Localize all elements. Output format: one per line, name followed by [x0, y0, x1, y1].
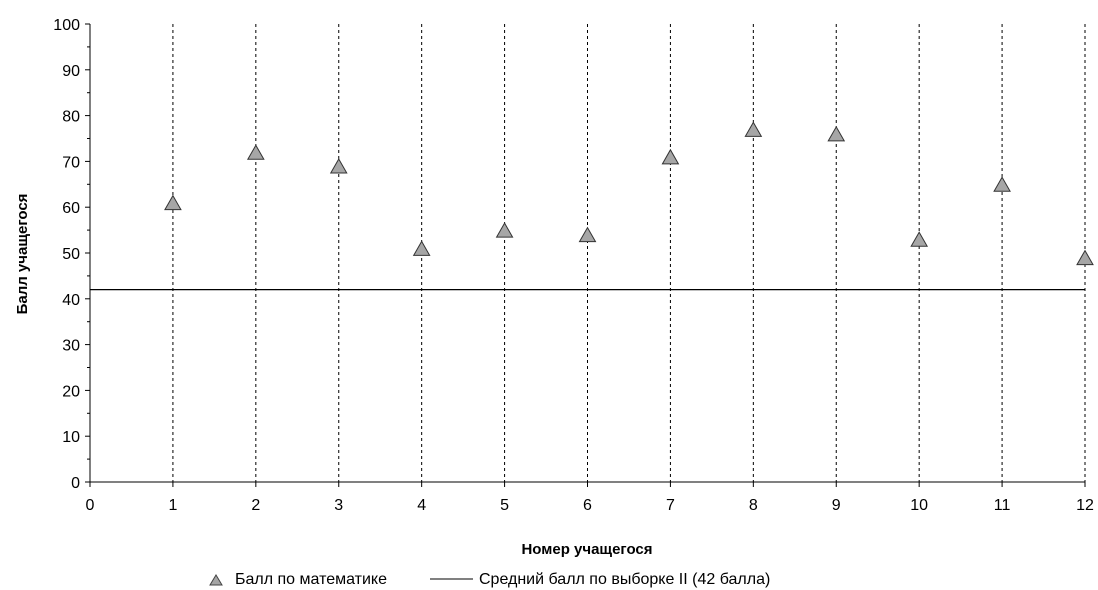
vertical-gridlines [172, 24, 1086, 482]
x-tick-label: 10 [910, 497, 928, 514]
x-tick-label: 5 [500, 497, 509, 514]
data-point-triangle [578, 226, 597, 243]
data-point-triangle [1076, 249, 1094, 266]
y-tick-label: 40 [62, 292, 80, 309]
data-series [90, 121, 1094, 291]
x-tick-label: 7 [666, 497, 675, 514]
y-tick-label: 50 [62, 246, 80, 263]
x-tick-label: 8 [749, 497, 758, 514]
x-tick-label: 1 [168, 497, 177, 514]
legend-label-scores: Балл по математике [235, 571, 387, 588]
data-point-triangle [412, 240, 431, 256]
y-tick-label: 100 [53, 17, 80, 34]
y-tick-label: 60 [62, 200, 80, 217]
x-tick-label: 6 [583, 497, 592, 514]
data-point-triangle [495, 222, 514, 238]
data-point-triangle [910, 231, 929, 247]
y-tick-label: 0 [71, 475, 80, 492]
data-point-triangle [246, 144, 265, 160]
x-axis-ticks: 0 1 2 3 4 5 6 7 8 9 10 11 12 [86, 482, 1094, 514]
y-tick-label: 70 [62, 154, 80, 171]
x-tick-label: 2 [251, 497, 260, 514]
data-point-triangle [329, 157, 348, 174]
x-tick-label: 11 [994, 497, 1011, 514]
x-tick-label: 12 [1076, 497, 1094, 514]
x-axis-title: Номер учащегося [521, 541, 652, 558]
y-tick-label: 30 [62, 338, 80, 355]
y-tick-label: 90 [62, 63, 80, 80]
data-point-triangle [164, 194, 182, 211]
x-tick-label: 9 [832, 497, 841, 514]
legend: Балл по математике Средний балл по выбор… [209, 571, 770, 588]
data-point-triangle [993, 176, 1011, 192]
y-tick-label: 80 [62, 109, 80, 126]
x-tick-label: 0 [86, 497, 95, 514]
y-axis-ticks: 0 10 20 30 40 50 60 70 80 90 100 [53, 17, 90, 492]
data-point-triangle [827, 125, 846, 142]
data-point-triangle [744, 121, 763, 137]
data-point-triangle [661, 148, 680, 165]
y-tick-label: 10 [62, 429, 80, 446]
legend-triangle-icon [209, 574, 223, 586]
x-tick-label: 4 [417, 497, 426, 514]
y-axis-title: Балл учащегося [14, 194, 31, 315]
y-tick-label: 20 [62, 383, 80, 400]
x-tick-label: 3 [334, 497, 343, 514]
legend-label-mean: Средний балл по выборке II (42 балла) [479, 571, 770, 588]
